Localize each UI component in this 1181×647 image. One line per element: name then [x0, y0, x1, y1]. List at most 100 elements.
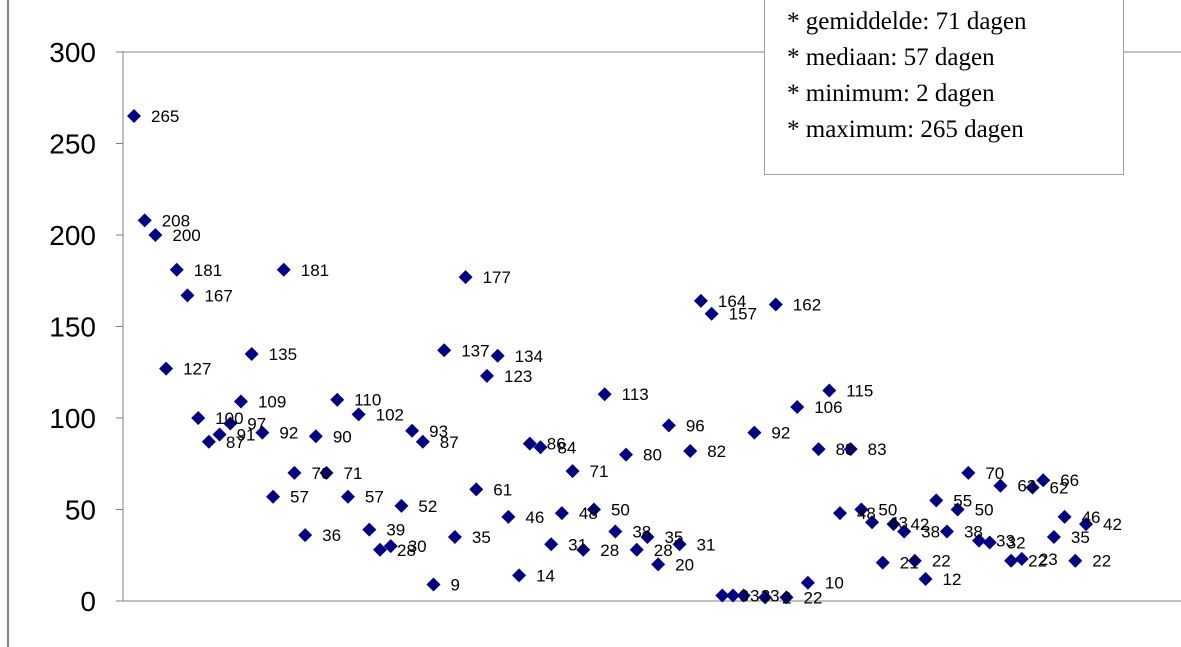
- data-label: 48: [579, 504, 598, 523]
- data-label: 3: [750, 587, 759, 606]
- data-label: 181: [301, 261, 329, 280]
- data-label: 10: [825, 574, 844, 593]
- data-point: [790, 400, 805, 415]
- data-label: 46: [1082, 508, 1101, 527]
- data-point: [1036, 473, 1051, 488]
- data-point: [405, 423, 420, 438]
- data-label: 181: [194, 261, 222, 280]
- data-label: 22: [932, 552, 951, 571]
- data-label: 33: [996, 532, 1015, 551]
- data-label: 109: [258, 393, 286, 412]
- stats-minimum: * minimum: 2 dagen: [787, 80, 995, 107]
- data-label: 38: [921, 522, 940, 541]
- data-point: [661, 418, 676, 433]
- data-points: [127, 109, 1093, 605]
- data-point: [512, 568, 527, 583]
- data-label: 62: [1050, 479, 1069, 498]
- data-point: [640, 529, 655, 544]
- data-point: [1004, 553, 1019, 568]
- data-point: [351, 407, 366, 422]
- data-point: [244, 346, 259, 361]
- data-label: 48: [857, 504, 876, 523]
- data-point: [619, 447, 634, 462]
- data-label: 31: [697, 535, 716, 554]
- data-label: 66: [1060, 471, 1079, 490]
- data-label: 71: [344, 464, 363, 483]
- data-point: [822, 383, 837, 398]
- data-point: [383, 539, 398, 554]
- data-label: 35: [664, 528, 683, 547]
- data-label: 123: [504, 367, 532, 386]
- data-label: 28: [397, 541, 416, 560]
- data-point: [298, 528, 313, 543]
- data-label: 82: [707, 442, 726, 461]
- data-point: [950, 502, 965, 517]
- data-label: 46: [525, 508, 544, 527]
- data-point: [768, 297, 783, 312]
- data-label: 35: [1071, 528, 1090, 547]
- stats-legend-box: * gemiddelde: 71 dagen * mediaan: 57 dag…: [764, 0, 1124, 175]
- data-label: 92: [771, 424, 790, 443]
- data-label: 9: [451, 576, 460, 595]
- data-point: [982, 535, 997, 550]
- data-point: [726, 588, 741, 603]
- data-label: 265: [151, 107, 179, 126]
- data-label: 102: [376, 405, 404, 424]
- data-point: [159, 361, 174, 376]
- data-label: 83: [868, 440, 887, 459]
- y-tick-label: 250: [49, 129, 96, 160]
- data-point: [854, 502, 869, 517]
- data-label: 70: [311, 464, 330, 483]
- data-label: 70: [985, 464, 1004, 483]
- y-tick-label: 0: [80, 586, 96, 617]
- data-label: 63: [1017, 477, 1036, 496]
- data-point: [629, 542, 644, 557]
- data-label: 42: [1103, 515, 1122, 534]
- data-point: [223, 416, 238, 431]
- data-point: [287, 465, 302, 480]
- data-label: 106: [814, 398, 842, 417]
- data-point: [929, 493, 944, 508]
- data-label: 31: [568, 535, 587, 554]
- data-label: 12: [943, 570, 962, 589]
- y-tick-label: 100: [49, 403, 96, 434]
- data-label: 137: [461, 341, 489, 360]
- data-point: [255, 425, 270, 440]
- data-point: [800, 575, 815, 590]
- data-point: [554, 506, 569, 521]
- data-label: 50: [975, 501, 994, 520]
- data-point: [340, 489, 355, 504]
- data-point: [832, 506, 847, 521]
- data-label: 200: [172, 226, 200, 245]
- data-label: 50: [878, 501, 897, 520]
- data-point: [651, 557, 666, 572]
- data-label: 92: [279, 424, 298, 443]
- data-label: 33: [761, 587, 780, 606]
- data-point: [212, 427, 227, 442]
- data-point: [191, 411, 206, 425]
- data-point: [330, 392, 345, 407]
- data-point: [843, 442, 858, 457]
- data-label: 84: [557, 438, 576, 457]
- data-point: [1046, 529, 1061, 544]
- data-label: 57: [365, 488, 384, 507]
- data-point: [522, 436, 537, 451]
- data-point: [715, 588, 730, 603]
- data-label: 86: [547, 435, 566, 454]
- data-point: [961, 465, 976, 480]
- data-point: [544, 537, 559, 552]
- data-point: [201, 434, 216, 449]
- data-point: [907, 553, 922, 568]
- data-point: [415, 434, 430, 449]
- data-label: 135: [269, 345, 297, 364]
- data-point: [811, 442, 826, 457]
- data-point: [373, 542, 388, 557]
- data-point: [169, 262, 184, 277]
- data-point: [865, 515, 880, 530]
- data-label: 83: [836, 440, 855, 459]
- data-point: [1014, 551, 1029, 566]
- data-label: 80: [643, 446, 662, 465]
- data-point: [1025, 480, 1040, 495]
- data-point: [319, 465, 334, 480]
